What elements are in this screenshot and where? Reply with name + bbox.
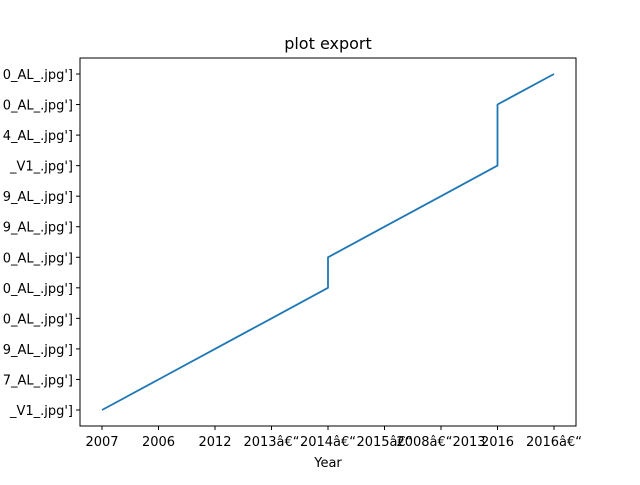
series-line — [101, 73, 555, 411]
x-tick-label: 2016 — [481, 435, 514, 450]
y-tick-label: 9_AL_.jpg'] — [3, 343, 73, 358]
x-tick-label: 2006 — [142, 435, 175, 450]
y-tick-label: 7_AL_.jpg'] — [3, 373, 73, 388]
plot-frame — [79, 57, 577, 427]
x-tick-label: 2016â€“ — [526, 435, 582, 450]
y-tick-label: 0_AL_.jpg'] — [3, 312, 73, 327]
y-tick-label: _V1_.jpg'] — [9, 404, 73, 419]
x-tick-label: 2007 — [85, 435, 118, 450]
x-tick-label: 2015â€“ — [356, 435, 412, 450]
plot-area: 2007 2006 2012 2013â€“ 2014â€“ 2015â€“2008â€“… — [3, 68, 582, 450]
y-tick-label: 4_AL_.jpg'] — [3, 129, 73, 144]
y-tick-label: 0_AL_.jpg'] — [3, 99, 73, 114]
y-tick-label: 9_AL_.jpg'] — [3, 190, 73, 205]
y-tick-label: 0_AL_.jpg'] — [3, 251, 73, 266]
x-tick-label: 2013â€“ — [243, 435, 299, 450]
x-tick-label: 2008â€“2013 — [396, 435, 485, 450]
y-tick-label: 0_AL_.jpg'] — [3, 282, 73, 297]
y-tick-label: _V1_.jpg'] — [9, 160, 73, 175]
y-tick-label: 9_AL_.jpg'] — [3, 221, 73, 236]
x-axis-label: Year — [313, 456, 342, 471]
y-tick-label: 0_AL_.jpg'] — [3, 68, 73, 83]
chart-title: plot export — [284, 34, 372, 53]
x-tick-label: 2014â€“ — [300, 435, 356, 450]
x-tick-label: 2012 — [198, 435, 231, 450]
